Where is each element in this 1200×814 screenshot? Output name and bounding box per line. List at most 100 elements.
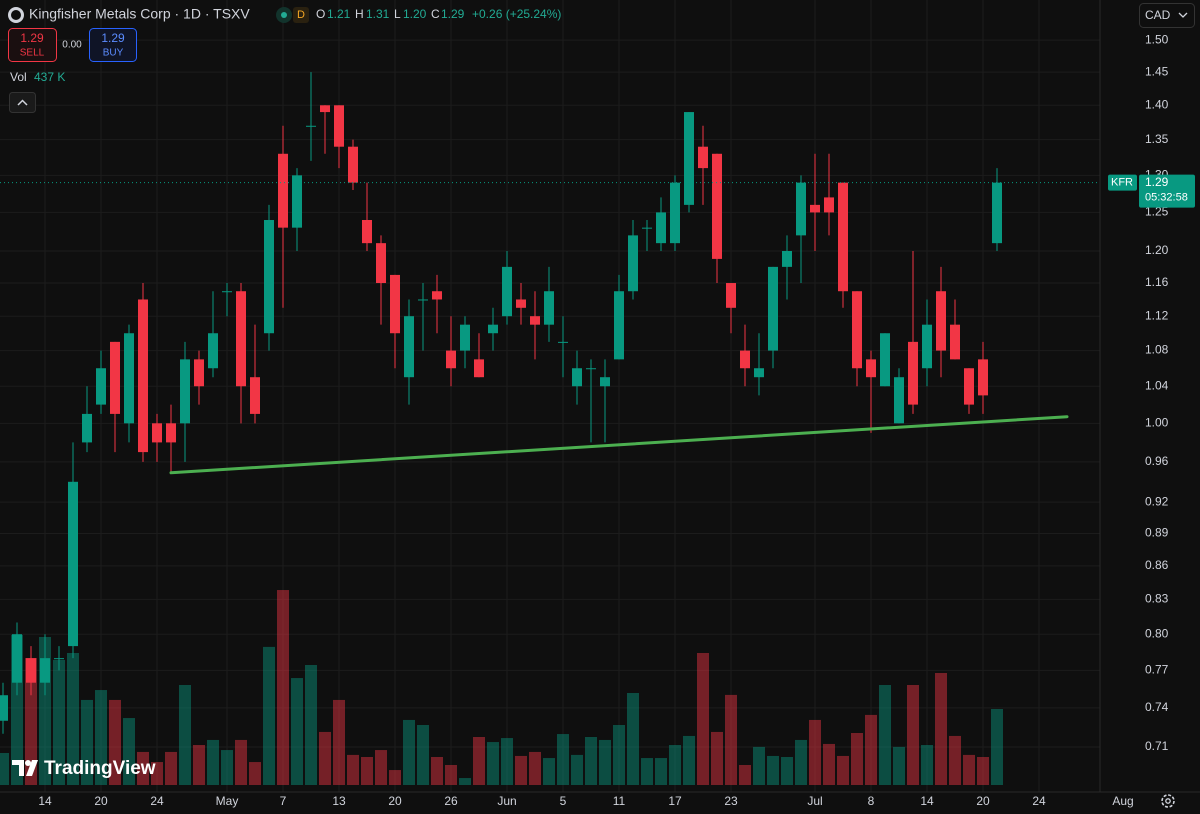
candle-body (12, 634, 22, 683)
volume-bar (207, 739, 219, 785)
volume-bar (375, 750, 387, 785)
volume-bar (655, 758, 667, 785)
volume-bar (0, 752, 9, 785)
volume-bar (529, 751, 541, 785)
candles (0, 72, 1002, 734)
candle-body (740, 350, 750, 369)
volume-bar (669, 744, 681, 785)
y-tick-label: 0.86 (1145, 558, 1169, 572)
candle-body (446, 350, 456, 369)
y-tick-label: 1.35 (1145, 132, 1169, 146)
candle-body (726, 283, 736, 308)
buy-price: 1.29 (101, 31, 125, 45)
candle-body (978, 359, 988, 396)
x-tick-label: Jul (807, 794, 822, 808)
branding: TradingView (12, 758, 156, 779)
ohlc-label: L (394, 7, 401, 21)
volume-bar (907, 684, 919, 785)
y-tick-label: 1.45 (1145, 64, 1169, 78)
candle-body (26, 658, 36, 683)
price-axis (1100, 0, 1200, 814)
x-tick-label: Jun (497, 794, 516, 808)
volume-bar (739, 764, 751, 785)
candle-body (194, 359, 204, 387)
volume-bar (319, 731, 331, 785)
y-tick-label: 0.89 (1145, 526, 1169, 540)
x-tick-label: 20 (94, 794, 108, 808)
status-text: D (297, 9, 305, 21)
currency-button[interactable] (1139, 3, 1195, 28)
ohlc-value: 1.31 (366, 7, 390, 21)
volume-bar (627, 692, 639, 785)
candle-body (348, 146, 358, 183)
candle-body (852, 291, 862, 369)
symbol-title[interactable]: Kingfisher Metals Corp · 1D · TSXV (29, 6, 250, 22)
ohlc-label: O (316, 7, 325, 21)
volume-bar (361, 756, 373, 785)
candle-body (824, 197, 834, 213)
volume-bar (585, 736, 597, 785)
y-tick-label: 0.92 (1145, 494, 1169, 508)
volume-bar (893, 746, 905, 785)
sell-button[interactable] (8, 28, 57, 62)
candle-body (40, 658, 50, 683)
volume-bar (599, 739, 611, 785)
candle-body (866, 359, 876, 378)
buy-button[interactable] (89, 28, 137, 62)
overlays (0, 182, 1100, 475)
candle-body (320, 105, 330, 113)
ohlc-value: 1.29 (441, 7, 465, 21)
collapse-button[interactable] (9, 92, 36, 113)
ohlc-value: 1.21 (327, 7, 351, 21)
candle-body (432, 291, 442, 300)
volume-bar (459, 778, 471, 785)
volume-bar (921, 744, 933, 785)
candle-body (600, 377, 610, 387)
volume-bar (837, 755, 849, 785)
volume-bar (641, 758, 653, 785)
candle-body (670, 182, 680, 244)
price-change: +0.26 (+25.24%) (472, 7, 561, 21)
volume-bar (487, 742, 499, 785)
candle-body (768, 266, 778, 351)
x-tick-label: 17 (668, 794, 682, 808)
brand-logo (25, 760, 31, 766)
y-tick-label: 1.08 (1145, 343, 1169, 357)
candle-body (964, 368, 974, 405)
ohlc-label: H (355, 7, 364, 21)
volume-bar (25, 658, 37, 785)
x-tick-label: 5 (560, 794, 567, 808)
brand-name: TradingView (44, 758, 156, 779)
candle-body (474, 359, 484, 378)
y-tick-label: 0.83 (1145, 592, 1169, 606)
spread: 0.00 (62, 40, 82, 51)
price-tag (1139, 174, 1195, 208)
candle-body (460, 324, 470, 351)
volume-bar (333, 699, 345, 785)
y-tick-label: 1.12 (1145, 308, 1169, 322)
symbol-tag (1108, 174, 1137, 191)
volume-bar (431, 756, 443, 785)
candle-body (572, 368, 582, 387)
volume-bar (781, 756, 793, 785)
volume-bar (123, 718, 135, 785)
settings-button[interactable] (1161, 794, 1175, 808)
volume-bar (291, 678, 303, 785)
volume-bar (557, 734, 569, 785)
countdown: 05:32:58 (1145, 192, 1188, 204)
volume-bar (193, 744, 205, 785)
volume-bar (473, 736, 485, 785)
y-tick-label: 0.74 (1145, 700, 1169, 714)
volume-bar (221, 750, 233, 785)
candle-body (558, 341, 568, 343)
volume-bar (795, 739, 807, 785)
volume-bar (683, 735, 695, 785)
x-tick-label: 7 (280, 794, 287, 808)
candle-body (96, 368, 106, 405)
candle-body (404, 316, 414, 378)
volume-bar (991, 708, 1003, 785)
status-dot (281, 12, 287, 18)
candle-body (544, 291, 554, 325)
volume-bar (277, 590, 289, 785)
